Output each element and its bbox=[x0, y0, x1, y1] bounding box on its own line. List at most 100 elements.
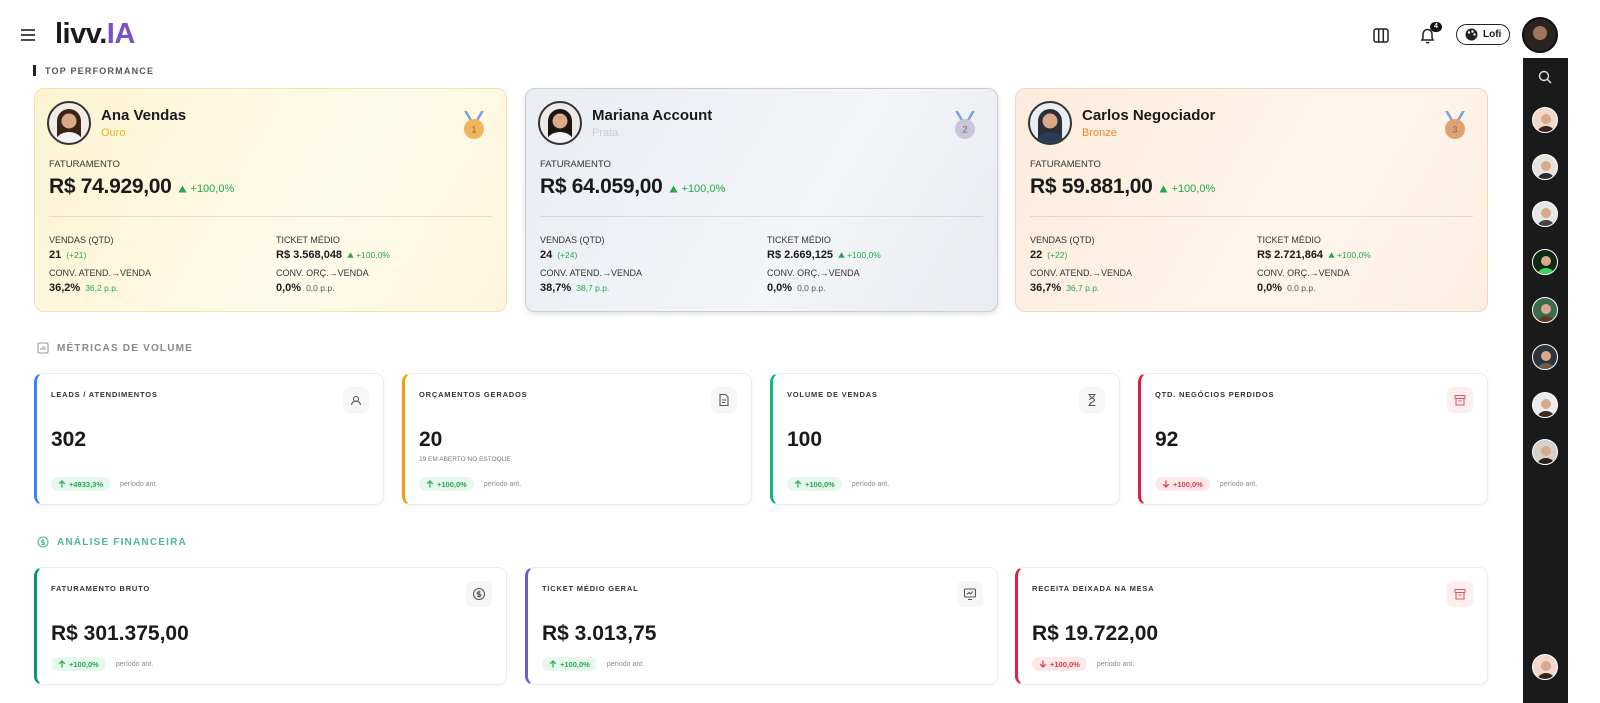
search-button[interactable] bbox=[1538, 70, 1552, 84]
metric-value: 22 bbox=[1030, 249, 1043, 261]
revenue-value: R$ 74.929,00 bbox=[49, 175, 172, 198]
metric-value: 21 bbox=[49, 249, 62, 261]
metric-delta-text: (+24) bbox=[557, 250, 578, 260]
period-text: período ant. bbox=[483, 480, 522, 488]
sidebar-avatar[interactable] bbox=[1532, 297, 1558, 323]
change-row: +100,0% período ant. bbox=[787, 477, 889, 491]
metric-row: R$ 2.669,125 +100,0% bbox=[767, 249, 881, 261]
up-icon bbox=[1328, 252, 1335, 258]
sidebar-avatar[interactable] bbox=[1532, 107, 1558, 133]
logo[interactable]: livv.IA bbox=[55, 18, 135, 51]
medal-rank: 2 bbox=[962, 125, 967, 135]
notification-badge: 4 bbox=[1430, 22, 1442, 32]
metric-card: LEADS / ATENDIMENTOS 302 +4933,3% período a… bbox=[34, 373, 384, 505]
change-badge: +100,0% bbox=[1032, 657, 1087, 671]
metric-card: VOLUME DE VENDAS 100 +100,0% período ant. bbox=[770, 373, 1120, 505]
notifications-button[interactable] bbox=[1418, 26, 1438, 46]
metric-card-title: LEADS / ATENDIMENTOS bbox=[51, 390, 158, 399]
rank-medal: 1 bbox=[464, 111, 484, 139]
performer-avatar bbox=[1028, 101, 1072, 145]
up-icon bbox=[178, 185, 187, 192]
performer-avatar bbox=[538, 101, 582, 145]
change-row: +4933,3% período ant. bbox=[51, 477, 157, 491]
period-text: período ant. bbox=[115, 660, 154, 668]
performer-avatar bbox=[47, 101, 91, 145]
logo-main: livv. bbox=[55, 18, 107, 50]
period-text: período ant. bbox=[851, 480, 890, 488]
divider bbox=[540, 216, 983, 217]
metric-card-note: 19 EM ABERTO NO ESTOQUE bbox=[419, 456, 511, 463]
up-icon bbox=[347, 252, 354, 258]
metric-label: TICKET MÉDIO bbox=[1257, 235, 1321, 245]
avatar-face bbox=[1537, 661, 1555, 679]
change-text: +100,0% bbox=[69, 659, 99, 669]
performer-card: Mariana Account Prata 2 FATURAMENTO R$ 64.05… bbox=[525, 88, 998, 312]
revenue-row: R$ 64.059,00 +100,0% bbox=[540, 175, 725, 199]
metric-value: 38,7% bbox=[540, 282, 572, 294]
up-icon bbox=[838, 252, 845, 258]
sidebar-avatar[interactable] bbox=[1532, 154, 1558, 180]
columns-button[interactable] bbox=[1373, 28, 1389, 43]
metric-delta-text: 0,0 p.p. bbox=[797, 283, 826, 293]
palette-icon bbox=[1465, 28, 1478, 41]
down-arrow bbox=[1039, 660, 1047, 668]
sidebar-avatar[interactable] bbox=[1532, 654, 1558, 680]
up-arrow bbox=[426, 480, 434, 488]
revenue-change-text: +100,0% bbox=[190, 182, 235, 195]
theme-button[interactable]: Lofi bbox=[1456, 24, 1510, 45]
change-row: +100,0% período ant. bbox=[1032, 657, 1134, 671]
user-avatar[interactable] bbox=[1522, 17, 1558, 53]
metric-card: ORÇAMENTOS GERADOS 20 19 EM ABERTO NO ESTO… bbox=[402, 373, 752, 505]
avatar-face bbox=[1537, 304, 1555, 322]
metric-card: QTD. NEGÓCIOS PERDIDOS 92 +100,0% período a… bbox=[1138, 373, 1488, 505]
metric-card-value: R$ 301.375,00 bbox=[51, 622, 189, 645]
medal-disc bbox=[955, 119, 975, 139]
period-text: período ant. bbox=[120, 480, 158, 488]
metric-row: R$ 2.721,864 +100,0% bbox=[1257, 249, 1371, 261]
metric-card-icon bbox=[711, 387, 737, 413]
metric-card-title: VOLUME DE VENDAS bbox=[787, 390, 878, 399]
metric-card-value: 100 bbox=[787, 428, 823, 451]
down-arrow bbox=[1162, 480, 1170, 488]
metric-delta: 0,0 p.p. bbox=[797, 283, 825, 293]
metric-row: 36,2% 36,2 p.p. bbox=[49, 282, 118, 294]
change-text: +100,0% bbox=[805, 479, 835, 489]
change-row: +100,0% período ant. bbox=[419, 477, 521, 491]
metric-delta-text: 36,7 p.p. bbox=[1066, 283, 1100, 293]
change-text: +100,0% bbox=[560, 659, 590, 669]
metric-card-title: TICKET MÉDIO GERAL bbox=[542, 584, 639, 593]
section-title: ANÁLISE FINANCEIRA bbox=[57, 537, 187, 548]
performer-card: Carlos Negociador Bronze 3 FATURAMENTO R$ 59… bbox=[1015, 88, 1488, 312]
sidebar-avatar[interactable] bbox=[1532, 201, 1558, 227]
menu-button[interactable] bbox=[20, 28, 36, 42]
change-text: +100,0% bbox=[1050, 659, 1080, 669]
revenue-change-text: +100,0% bbox=[681, 182, 726, 195]
up-arrow bbox=[794, 480, 802, 488]
metric-delta: (+22) bbox=[1047, 250, 1067, 260]
metric-label: VENDAS (QTD) bbox=[49, 235, 114, 245]
metric-card-value: 92 bbox=[1155, 428, 1179, 451]
metric-value: 0,0% bbox=[276, 282, 302, 294]
change-badge: +100,0% bbox=[542, 657, 597, 671]
revenue-change: +100,0% bbox=[178, 182, 235, 195]
sidebar-avatar[interactable] bbox=[1532, 344, 1558, 370]
up-arrow bbox=[58, 660, 66, 668]
sidebar-avatar[interactable] bbox=[1532, 392, 1558, 418]
sidebar-avatar[interactable] bbox=[1532, 249, 1558, 275]
metric-row: 0,0% 0,0 p.p. bbox=[1257, 282, 1315, 294]
change-row: +100,0% período ant. bbox=[51, 657, 153, 671]
sidebar-avatar[interactable] bbox=[1532, 439, 1558, 465]
section-title: MÉTRICAS DE VOLUME bbox=[57, 343, 194, 354]
change-text: +100,0% bbox=[437, 479, 467, 489]
metric-label: TICKET MÉDIO bbox=[276, 235, 340, 245]
up-icon bbox=[1159, 185, 1168, 192]
medal-ribbon bbox=[955, 111, 975, 123]
metric-card-title: RECEITA DEIXADA NA MESA bbox=[1032, 584, 1155, 593]
change-text: +4933,3% bbox=[69, 479, 103, 489]
change-row: +100,0% período ant. bbox=[1155, 477, 1257, 491]
metric-card-icon bbox=[1447, 387, 1473, 413]
revenue-row: R$ 74.929,00 +100,0% bbox=[49, 175, 234, 199]
metric-value: 36,2% bbox=[49, 282, 81, 294]
avatar-face bbox=[1537, 161, 1555, 179]
